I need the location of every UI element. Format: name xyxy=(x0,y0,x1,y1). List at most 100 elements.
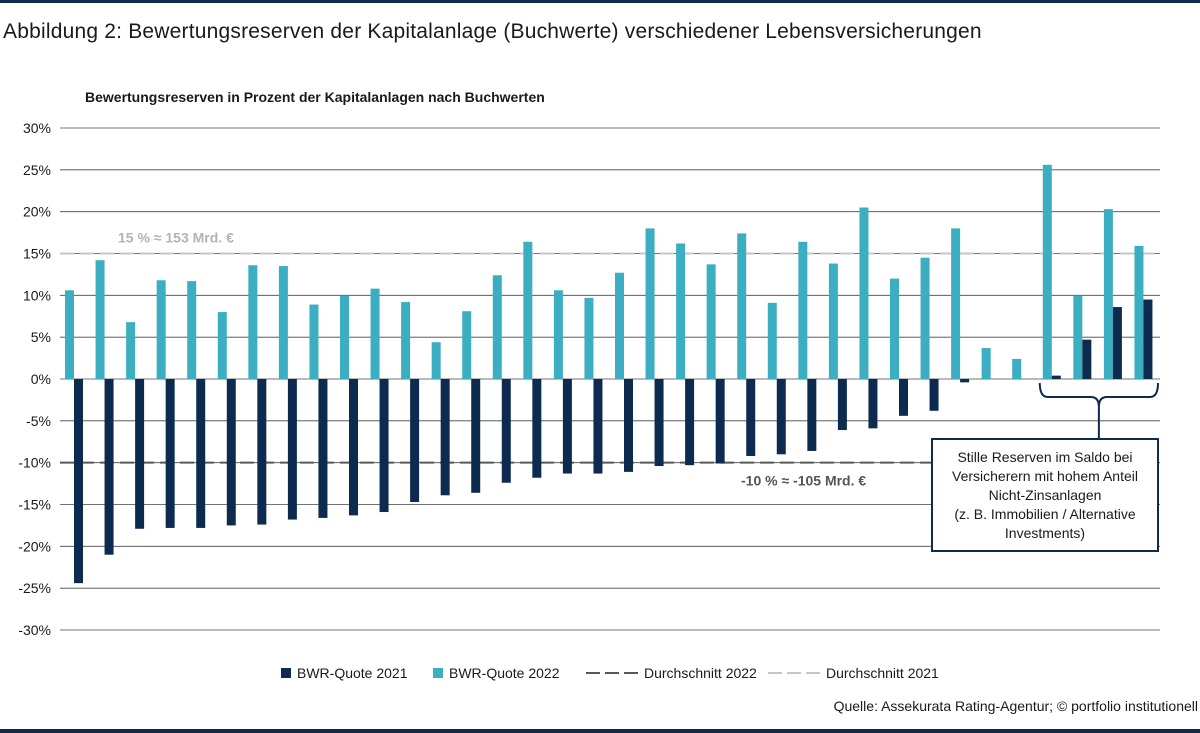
bar-2021 xyxy=(349,379,358,516)
reference-label: -10 % ≈ -105 Mrd. € xyxy=(741,473,866,489)
legend-label: BWR-Quote 2022 xyxy=(449,665,560,681)
bar-2022 xyxy=(462,311,472,379)
bar-2022 xyxy=(615,272,624,379)
source-note: Quelle: Assekurata Rating-Agentur; © por… xyxy=(833,698,1198,714)
bar-2022 xyxy=(798,241,808,379)
bar-2022 xyxy=(859,207,869,379)
legend-item-bwr-2022: BWR-Quote 2022 xyxy=(433,665,560,681)
bar-2021 xyxy=(929,379,939,411)
legend-label: BWR-Quote 2021 xyxy=(297,665,408,681)
bar-2022 xyxy=(951,228,961,379)
y-tick-label: 0% xyxy=(31,371,51,387)
bar-2021 xyxy=(318,379,328,518)
bar-2022 xyxy=(584,297,594,379)
y-tick-label: -25% xyxy=(18,580,51,596)
chart-legend: BWR-Quote 2021 BWR-Quote 2022 Durchschni… xyxy=(0,665,1200,687)
legend-label: Durchschnitt 2022 xyxy=(644,665,757,681)
y-tick-label: -5% xyxy=(26,413,51,429)
bar-2021 xyxy=(1143,299,1153,379)
bar-2022 xyxy=(1042,164,1052,379)
bar-2021 xyxy=(104,379,114,555)
y-tick-label: -10% xyxy=(18,455,51,471)
callout-line: Investments) xyxy=(1004,524,1086,541)
bar-2021 xyxy=(379,379,389,513)
y-tick-label: -20% xyxy=(18,538,51,554)
bar-2021 xyxy=(868,379,878,429)
bar-2022 xyxy=(1073,295,1083,379)
bar-2022 xyxy=(492,275,502,379)
callout-line: (z. B. Immobilien / Alternative xyxy=(954,505,1136,522)
legend-label: Durchschnitt 2021 xyxy=(826,665,939,681)
y-tick-label: 10% xyxy=(23,287,51,303)
bar-2022 xyxy=(1012,358,1022,379)
bar-2021 xyxy=(746,379,756,456)
bar-2021 xyxy=(165,379,175,528)
bar-2021 xyxy=(776,379,786,455)
bar-2021 xyxy=(624,379,633,472)
bar-2022 xyxy=(217,312,227,379)
bar-2022 xyxy=(248,265,258,379)
bar-2021 xyxy=(654,379,664,467)
bar-2022 xyxy=(401,302,411,379)
bar-2021 xyxy=(532,379,542,478)
reference-label-bg xyxy=(733,468,893,491)
bar-2022 xyxy=(278,266,288,379)
bar-2022 xyxy=(737,233,747,379)
bar-2021 xyxy=(960,379,970,383)
bar-2021 xyxy=(257,379,267,525)
bar-2022 xyxy=(309,304,319,379)
bar-2022 xyxy=(187,281,197,379)
bar-2022 xyxy=(1103,209,1113,379)
bar-2021 xyxy=(440,379,450,496)
bar-2021 xyxy=(410,379,420,502)
legend-item-avg-2022: Durchschnitt 2022 xyxy=(586,665,757,681)
bar-2022 xyxy=(95,260,105,379)
bar-2022 xyxy=(523,241,533,379)
bar-2021 xyxy=(287,379,297,520)
bar-2022 xyxy=(767,302,777,379)
bar-2022 xyxy=(65,290,74,379)
bar-2021 xyxy=(837,379,847,431)
bar-2021 xyxy=(562,379,572,474)
bar-2022 xyxy=(706,264,716,379)
y-tick-label: -15% xyxy=(18,497,51,513)
y-tick-label: 30% xyxy=(23,120,51,136)
bar-2021 xyxy=(807,379,817,451)
bar-2021 xyxy=(226,379,236,526)
y-tick-label: 5% xyxy=(31,329,51,345)
bar-2022 xyxy=(431,342,441,379)
bar-2022 xyxy=(676,243,686,379)
bar-2022 xyxy=(553,290,563,379)
bar-2021 xyxy=(196,379,206,528)
bar-2022 xyxy=(370,288,380,379)
bar-2021 xyxy=(685,379,695,466)
figure-title: Abbildung 2: Bewertungsreserven der Kapi… xyxy=(3,20,982,43)
bar-2022 xyxy=(340,295,349,379)
callout-line: Versicherern mit hohem Anteil xyxy=(952,467,1138,484)
callout-line: Stille Reserven im Saldo bei xyxy=(957,448,1133,465)
bar-2022 xyxy=(1134,245,1144,379)
bar-2022 xyxy=(828,263,838,379)
bar-2021 xyxy=(1112,307,1122,379)
legend-swatch xyxy=(281,668,291,678)
callout-line: Nicht-Zinsanlagen xyxy=(988,486,1102,503)
bar-2022 xyxy=(920,257,930,379)
chart-subtitle: Bewertungsreserven in Prozent der Kapita… xyxy=(85,89,545,105)
bar-2021 xyxy=(471,379,481,493)
y-tick-label: -30% xyxy=(18,622,51,638)
y-tick-label: 25% xyxy=(23,162,51,178)
y-tick-label: 15% xyxy=(23,246,51,262)
bar-2021 xyxy=(74,379,83,584)
legend-item-avg-2021: Durchschnitt 2021 xyxy=(768,665,939,681)
top-rule xyxy=(0,0,1200,3)
reference-label: 15 % ≈ 153 Mrd. € xyxy=(118,230,234,246)
bar-2021 xyxy=(593,379,603,474)
bar-2022 xyxy=(645,228,655,379)
legend-dash xyxy=(768,672,820,674)
bar-2022 xyxy=(126,322,136,379)
bar-2022 xyxy=(981,348,991,379)
legend-swatch xyxy=(433,668,443,678)
bar-2021 xyxy=(715,379,725,464)
bar-2021 xyxy=(1082,339,1092,379)
